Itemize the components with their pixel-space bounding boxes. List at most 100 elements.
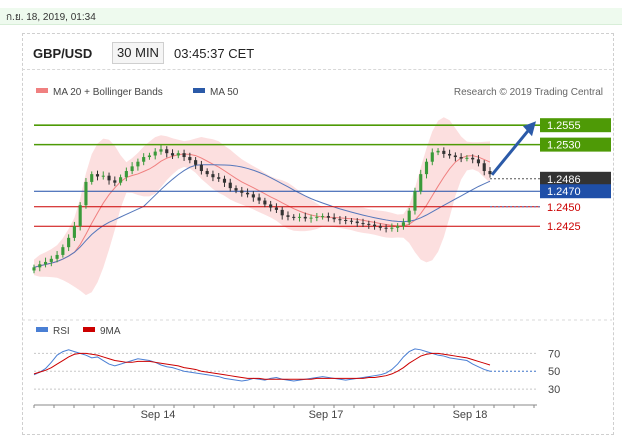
candle-body [372,224,377,227]
candle-body [78,205,82,227]
candle-body [407,210,411,223]
legend-swatch-ma50 [193,88,205,93]
rsi-ma-line [33,352,491,380]
candle-body [471,157,475,160]
candle-body [159,149,163,152]
candle-body [442,150,446,154]
ma20-line [33,153,491,268]
legend-label-9ma: 9MA [100,326,121,337]
candle-body [113,180,117,183]
candle-body [38,264,42,268]
candle-body [72,226,76,238]
rsi-tick-label: 50 [548,366,560,378]
candle-body [136,161,140,167]
candle-body [240,190,244,193]
candle-body [436,150,440,153]
candle-body [338,219,342,221]
candle-body [344,219,348,221]
candle-body [119,177,123,183]
rsi-tick-label: 30 [548,384,560,396]
candle-body [176,153,180,156]
level-label-1: 1.2530 [547,140,581,152]
candle-body [32,267,36,271]
candle-body [107,175,111,181]
ma50-line [33,164,491,268]
candle-body [130,166,134,172]
candle-body [142,157,146,162]
legend-swatch-bb [36,88,48,93]
candle-body [228,182,232,189]
level-tag-3 [540,184,611,199]
level-tag-1 [540,137,611,152]
candle-body [101,175,105,177]
candle-body [147,155,152,158]
candle-body [84,181,88,206]
candle-body [488,171,492,175]
candle-body [482,163,486,172]
bollinger-band [34,117,490,296]
candle-body [90,174,94,182]
candle-body [315,216,319,218]
candle-body [257,197,261,201]
candle-body [459,157,463,159]
candle-body [153,151,157,156]
level-tag-0 [540,118,611,133]
forecast-arrow-head [523,121,536,137]
candle-body [292,216,296,218]
last-price-tag [540,171,611,186]
candle-body [413,191,417,211]
legend-label-rsi: RSI [53,326,70,337]
legend-swatch-9ma [83,327,95,332]
candle-body [361,223,365,225]
candle-body [61,247,65,255]
candle-body [199,164,203,172]
level-label-2: 1.2486 [547,174,581,186]
candle-body [378,226,382,228]
rsi-tick-label: 70 [548,348,560,360]
candle-body [448,153,452,156]
timestamp-text: ก.ย. 18, 2019, 01:34 [6,12,96,23]
header-divider [22,69,612,71]
candle-body [384,227,388,229]
x-tick-label: Sep 17 [309,409,344,421]
candle-body [286,215,290,217]
x-tick-label: Sep 18 [453,409,488,421]
timeframe-selector[interactable]: 30 MIN [112,42,164,64]
candle-body [246,192,250,195]
candle-body [321,216,325,218]
candle-body [188,157,192,161]
candle-body [55,254,59,259]
level-label-4: 1.2450 [547,202,581,214]
candle-body [222,178,227,183]
instrument-title: GBP/USD [33,46,93,61]
candle-body [170,153,175,156]
candle-body [205,171,209,175]
candle-body [182,153,186,158]
level-label-3: 1.2470 [547,186,581,198]
candle-body [269,204,273,208]
candle-body [280,209,284,216]
candle-body [49,258,53,262]
clock-time: 03:45:37 CET [174,46,255,61]
candle-body [124,171,128,178]
candle-body [234,188,238,191]
x-tick-label: Sep 14 [141,409,176,421]
level-label-0: 1.2555 [547,120,581,132]
credit-text: Research © 2019 Trading Central [454,87,603,98]
candle-body [251,194,255,198]
candle-body [43,261,48,265]
candle-body [424,161,429,175]
candle-body [211,174,215,178]
candle-body [332,217,336,220]
candle-body [396,226,400,228]
candle-body [465,157,469,159]
candle-body [263,200,267,205]
candle-body [165,149,169,154]
legend-label-ma50: MA 50 [210,87,239,98]
candle-body [67,237,71,248]
legend-swatch-rsi [36,327,48,332]
candle-body [217,177,221,179]
candle-body [401,222,405,227]
candle-body [355,221,359,224]
